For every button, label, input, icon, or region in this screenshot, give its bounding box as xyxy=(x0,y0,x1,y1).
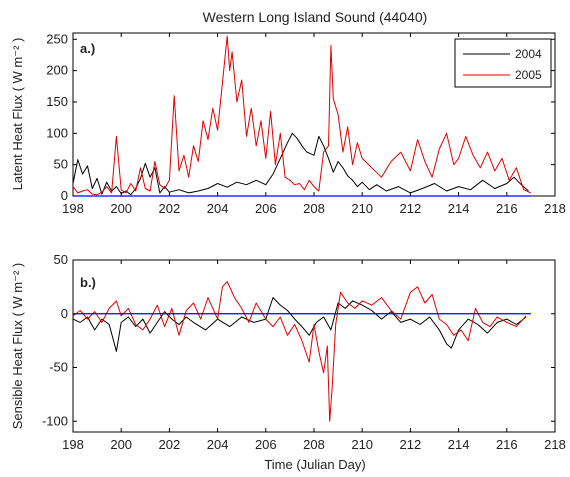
legend: 2004 2005 xyxy=(454,38,552,88)
figure-title: Western Long Island Sound (44040) xyxy=(203,9,428,25)
legend-label-2004: 2004 xyxy=(515,47,542,61)
panel-b-xtick-label: 202 xyxy=(159,437,181,452)
legend-box xyxy=(454,38,552,88)
panel-a-xtick-label: 210 xyxy=(351,201,373,216)
panel-b-xtick-label: 206 xyxy=(255,437,277,452)
panel-a-ylabel: Latent Heat Flux ( W m⁻² ) xyxy=(10,38,25,191)
panel-a-series-2005 xyxy=(72,35,532,196)
panel-b-xtick-label: 210 xyxy=(351,437,373,452)
panel-b-data xyxy=(72,281,531,422)
panel-a-xtick-label: 206 xyxy=(255,201,277,216)
panel-a-xtick-label: 202 xyxy=(159,201,181,216)
panel-a-ytick-label: 250 xyxy=(46,31,68,46)
panel-a-xtick-label: 218 xyxy=(544,201,566,216)
panel-a-xtick-label: 200 xyxy=(110,201,132,216)
panel-b: 198 200 202 204 206 208 210 212 214 216 218 -100 -50… xyxy=(10,252,566,452)
panel-a-data xyxy=(72,35,532,197)
panel-b-ytick-label: -100 xyxy=(42,413,68,428)
panel-a-xtick-label: 204 xyxy=(207,201,229,216)
x-axis-label: Time (Julian Day) xyxy=(264,457,365,472)
panel-b-xtick-label: 218 xyxy=(544,437,566,452)
panel-b-xtick-label: 198 xyxy=(62,437,84,452)
panel-b-xtick-label: 214 xyxy=(448,437,470,452)
panel-a-ytick-label: 50 xyxy=(54,157,68,172)
panel-b-label: b.) xyxy=(80,275,96,290)
panel-b-xtick-label: 212 xyxy=(400,437,422,452)
panel-b-xtick-label: 208 xyxy=(303,437,325,452)
panel-a-ytick-label: 100 xyxy=(46,125,68,140)
panel-a: 198 200 202 204 206 208 210 212 214 216 218 0 50 100 1… xyxy=(10,31,566,216)
panel-a-xtick-label: 214 xyxy=(448,201,470,216)
panel-b-ytick-label: -50 xyxy=(49,360,68,375)
panel-a-label: a.) xyxy=(80,41,95,56)
panel-b-ytick-label: 0 xyxy=(61,306,68,321)
panel-b-ytick-label: 50 xyxy=(54,252,68,267)
panel-a-ytick-label: 150 xyxy=(46,94,68,109)
panel-a-ytick-label: 0 xyxy=(61,188,68,203)
panel-b-series-2005 xyxy=(72,281,527,422)
panel-a-xtick-label: 198 xyxy=(62,201,84,216)
panel-b-xtick-label: 204 xyxy=(207,437,229,452)
panel-a-ytick-label: 200 xyxy=(46,63,68,78)
panel-a-xtick-label: 216 xyxy=(496,201,518,216)
panel-b-series-2004 xyxy=(72,297,527,352)
panel-b-xtick-label: 200 xyxy=(110,437,132,452)
panel-b-xtick-label: 216 xyxy=(496,437,518,452)
legend-label-2005: 2005 xyxy=(515,68,542,82)
panel-a-ticks: 198 200 202 204 206 208 210 212 214 216 218 0 50 100 1… xyxy=(46,31,566,216)
panel-b-ticks: 198 200 202 204 206 208 210 212 214 216 218 -100 -50… xyxy=(42,252,566,452)
panel-a-xtick-label: 208 xyxy=(303,201,325,216)
panel-b-axes-box xyxy=(72,259,556,433)
panel-a-xtick-label: 212 xyxy=(400,201,422,216)
panel-b-ylabel: Sensible Heat Flux ( W m⁻² ) xyxy=(10,263,25,430)
